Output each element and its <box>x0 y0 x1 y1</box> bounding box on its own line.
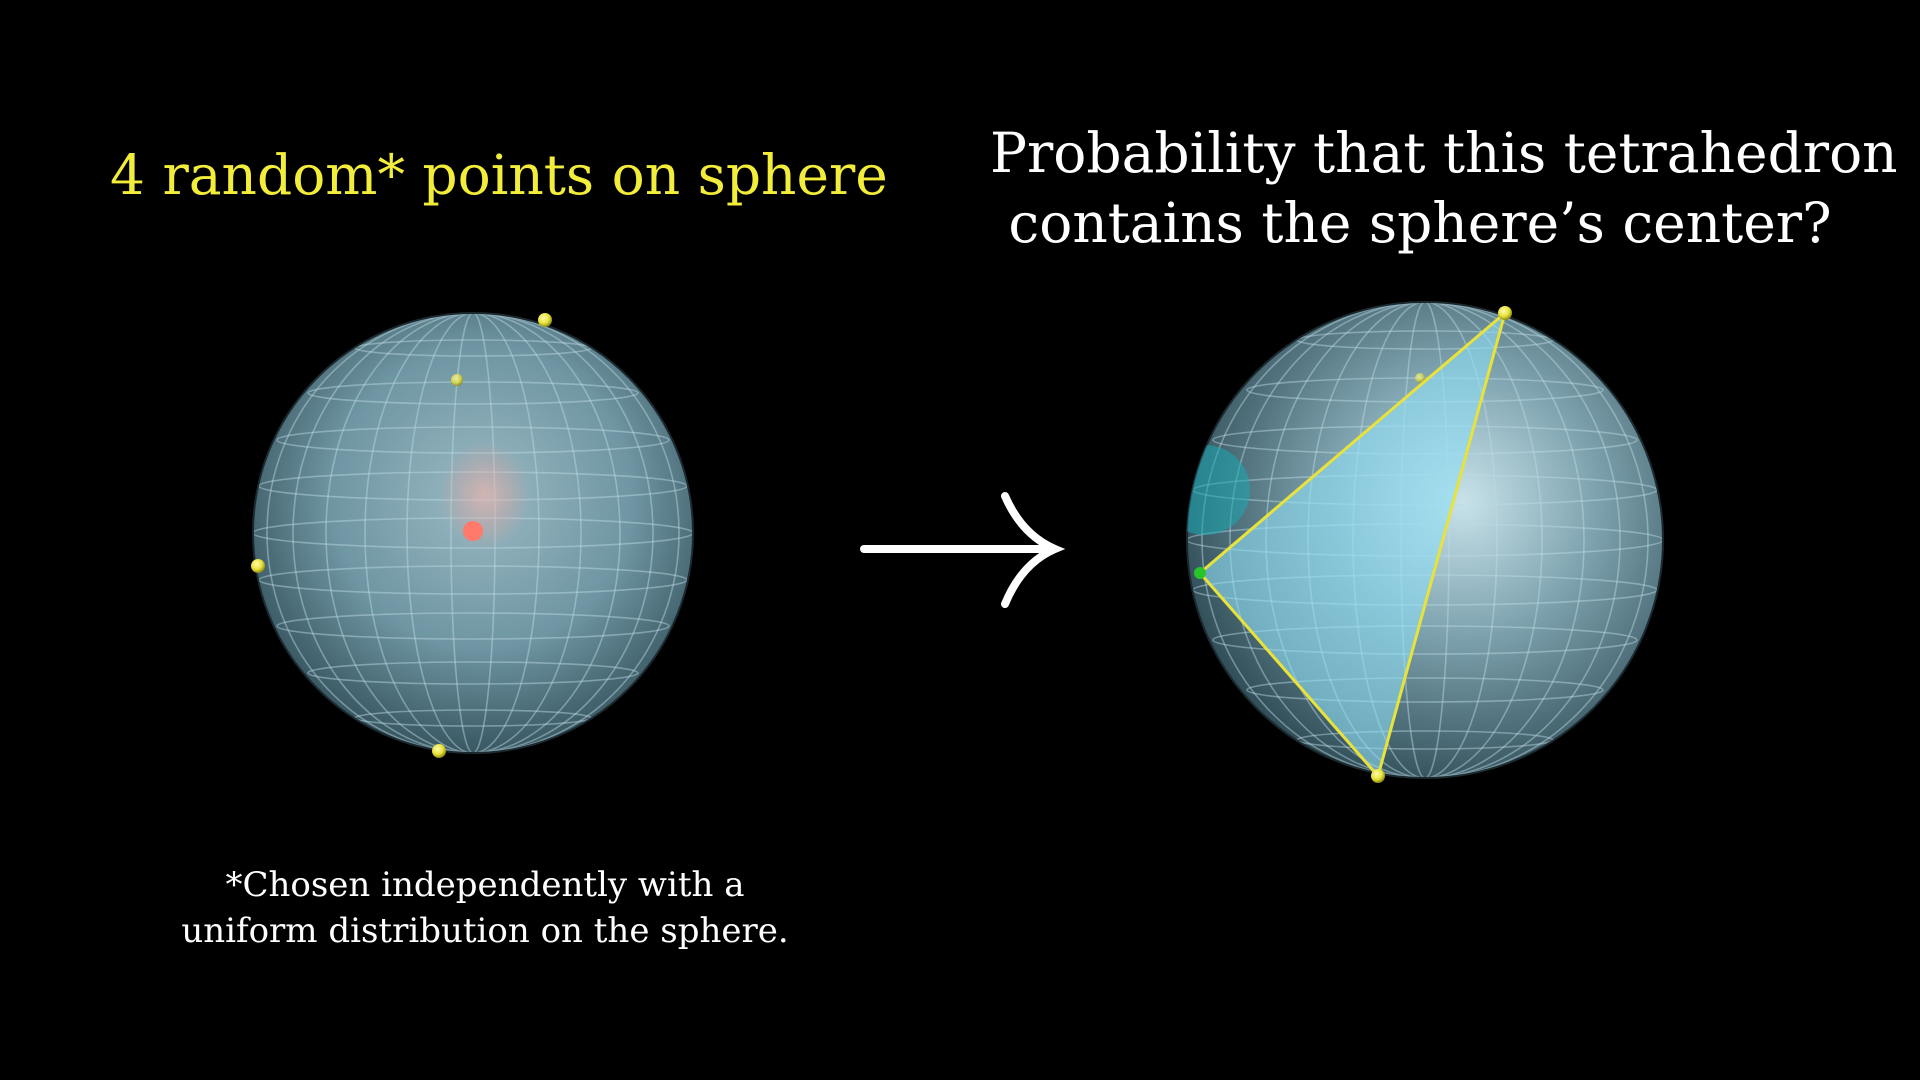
center-glow <box>440 440 530 550</box>
right-arrow-icon <box>860 492 1066 608</box>
tetra-vertex-bottom <box>1371 769 1385 783</box>
random-point-3 <box>251 559 265 573</box>
random-point-back <box>1415 373 1425 383</box>
left-title: 4 random* points on sphere <box>110 143 888 207</box>
tetrahedron-face-cap <box>1187 445 1250 535</box>
footnote: *Chosen independently with a uniform dis… <box>150 862 820 954</box>
sphere-center-point <box>463 521 483 541</box>
random-point-4 <box>432 744 446 758</box>
random-point-2 <box>451 374 463 386</box>
footnote-line-1: *Chosen independently with a <box>225 865 745 905</box>
footnote-line-2: uniform distribution on the sphere. <box>181 911 789 951</box>
tetra-vertex-green <box>1194 567 1206 579</box>
tetra-vertex-top <box>1498 306 1512 320</box>
tetrahedron-face <box>1200 313 1505 776</box>
tetrahedron-edges <box>1198 311 1507 777</box>
right-title: Probability that this tetrahedron contai… <box>990 118 1898 258</box>
right-title-line-1: Probability that this tetrahedron <box>990 121 1898 185</box>
random-point-1 <box>538 313 552 327</box>
right-title-line-2: contains the sphere’s center? <box>1008 191 1832 255</box>
